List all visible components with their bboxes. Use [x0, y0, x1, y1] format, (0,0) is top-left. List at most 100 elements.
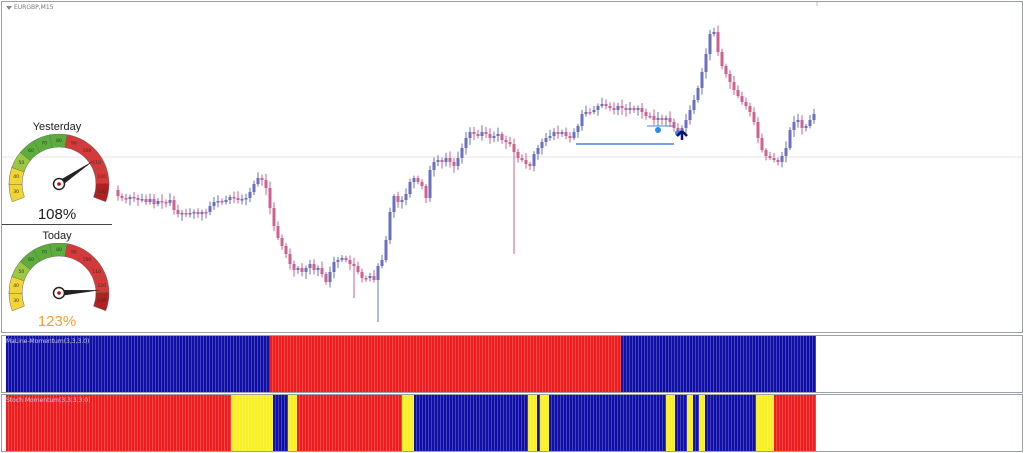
candle-body [800, 120, 804, 128]
candle-body [296, 268, 300, 270]
candle-body [632, 108, 636, 110]
gauge-segment-label: 100 [83, 148, 92, 154]
candle-body [660, 118, 664, 120]
histogram-bar [285, 395, 288, 451]
histogram-bar [63, 336, 66, 392]
candle-body [468, 132, 472, 138]
histogram-bar [501, 395, 504, 451]
histogram-bar [345, 336, 348, 392]
histogram-bar [45, 395, 48, 451]
histogram-bar [666, 395, 669, 451]
histogram-bar [375, 395, 378, 451]
candle-body [232, 197, 236, 199]
histogram-bar [768, 336, 771, 392]
histogram-bar [756, 395, 759, 451]
histogram-bar [804, 336, 807, 392]
histogram-bar [699, 395, 702, 451]
histogram-bar [726, 336, 729, 392]
indicator-pane-2[interactable]: Stoch Momentum(3,3,3,3.0) [1, 394, 1023, 452]
gauge-segment-label: 130 [98, 189, 107, 195]
candle-body [672, 122, 676, 128]
histogram-bar [246, 395, 249, 451]
candle-body [224, 200, 228, 202]
candle-body [740, 96, 744, 102]
histogram-bar [318, 395, 321, 451]
histogram-bar [387, 336, 390, 392]
histogram-bar [42, 336, 45, 392]
histogram-bar [603, 336, 606, 392]
histogram-bar [342, 336, 345, 392]
histogram-bar [321, 336, 324, 392]
histogram-bar [57, 336, 60, 392]
histogram-bar [60, 336, 63, 392]
candle-body [640, 108, 644, 112]
candle-body [384, 240, 388, 260]
histogram-bar [735, 336, 738, 392]
histogram-bar [66, 395, 69, 451]
candle-body [504, 140, 508, 142]
histogram-bar [546, 336, 549, 392]
histogram-bar [774, 336, 777, 392]
candle-body [496, 134, 500, 136]
histogram-bar [657, 336, 660, 392]
indicator-pane-1[interactable]: MaLine-Momentum(3,3,3.0) [1, 335, 1023, 393]
chevron-down-icon[interactable] [6, 5, 12, 10]
candle-body [156, 201, 160, 204]
histogram-bar [711, 395, 714, 451]
candlestick-chart[interactable] [2, 2, 1022, 332]
histogram-bar [189, 395, 192, 451]
price-chart-pane[interactable]: EURGBP,M15 30 40 50 60 70 80 90 100 110 120 130 Ye… [1, 1, 1023, 333]
histogram-bar [225, 336, 228, 392]
histogram-bar [555, 336, 558, 392]
histogram-bar [60, 395, 63, 451]
histogram-bar [498, 336, 501, 392]
histogram-bar [135, 336, 138, 392]
histogram-bar [192, 336, 195, 392]
histogram-bar [693, 336, 696, 392]
histogram-bar [792, 336, 795, 392]
indicator-2-label: Stoch Momentum(3,3,3,3.0) [6, 397, 91, 404]
histogram-bar [468, 336, 471, 392]
histogram-bar [108, 395, 111, 451]
histogram-bar [336, 395, 339, 451]
candle-body [312, 264, 316, 270]
gauge-segment-label: 70 [41, 250, 47, 256]
histogram-bar [249, 336, 252, 392]
histogram-bar [252, 336, 255, 392]
histogram-bar [6, 395, 9, 451]
histogram-bar [75, 395, 78, 451]
histogram-bar [618, 395, 621, 451]
histogram-bar [741, 336, 744, 392]
candle-body [552, 132, 556, 136]
histogram-bar [363, 336, 366, 392]
histogram-bar [288, 395, 291, 451]
histogram-bar [513, 395, 516, 451]
histogram-bar [339, 395, 342, 451]
histogram-bar [240, 395, 243, 451]
histogram-bar [549, 336, 552, 392]
histogram-bar [282, 395, 285, 451]
histogram-bar [72, 336, 75, 392]
histogram-bar [663, 395, 666, 451]
histogram-bar [738, 336, 741, 392]
gauge-segment-label: 120 [98, 283, 107, 289]
histogram-bar [297, 336, 300, 392]
histogram-bar [813, 336, 816, 392]
histogram-bar [318, 336, 321, 392]
histogram-bar [288, 336, 291, 392]
histogram-bar [18, 395, 21, 451]
histogram-bar [582, 336, 585, 392]
candle-body [148, 199, 152, 202]
histogram-bar [486, 395, 489, 451]
histogram-bar [735, 395, 738, 451]
candle-body [488, 134, 492, 138]
histogram-bar [264, 336, 267, 392]
histogram-bar [84, 336, 87, 392]
histogram-bar [678, 336, 681, 392]
candle-body [396, 196, 400, 202]
candle-body [144, 199, 148, 202]
candle-body [284, 246, 288, 254]
histogram-bar [291, 395, 294, 451]
histogram-bar [804, 395, 807, 451]
histogram-bar [282, 336, 285, 392]
